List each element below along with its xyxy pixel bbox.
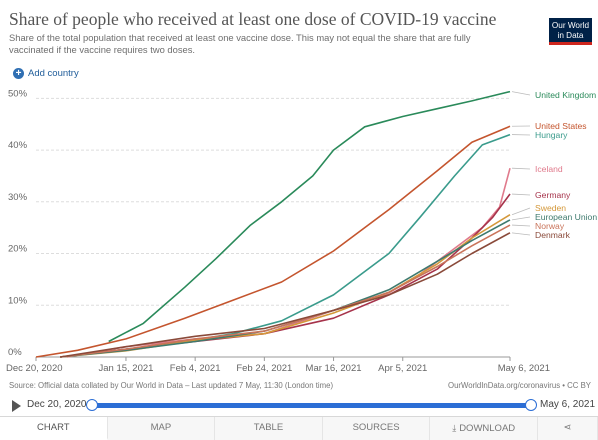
series-label: European Union [535, 212, 597, 222]
share-button[interactable]: ⋖ [538, 417, 598, 440]
timeline-start-handle[interactable] [86, 399, 98, 411]
series-label: United States [535, 121, 587, 131]
y-tick-label: 20% [8, 244, 28, 255]
x-tick-label: May 6, 2021 [498, 363, 550, 374]
timeline-start-label: Dec 20, 2020 [27, 399, 87, 410]
y-tick-label: 50% [8, 88, 28, 99]
plus-icon: + [13, 68, 24, 79]
y-tick-label: 0% [8, 347, 22, 358]
label-connector [511, 193, 531, 196]
play-icon[interactable] [12, 400, 21, 412]
series-line [60, 232, 511, 358]
series-line [60, 219, 511, 358]
y-tick-label: 10% [8, 295, 28, 306]
x-tick-label: Feb 4, 2021 [170, 363, 221, 374]
line-chart: 0% 10% 20% 30% 40% 50% Dec 20, 2020 Jan 15, 202… [6, 88, 597, 374]
logo-line-2: in Data [557, 31, 584, 40]
download-label: DOWNLOAD [459, 423, 516, 434]
add-country-button[interactable]: + Add country [13, 68, 79, 79]
series-line [60, 193, 511, 358]
series-label: Germany [535, 190, 571, 200]
tab-bar: CHART MAP TABLE SOURCES ⤓ DOWNLOAD ⋖ [0, 416, 598, 440]
add-country-label: Add country [28, 68, 79, 79]
logo-line-1: Our World [551, 21, 590, 30]
timeline-end-label: May 6, 2021 [540, 399, 596, 410]
series-line [35, 125, 511, 358]
series-label: Denmark [535, 230, 571, 240]
label-connector [511, 167, 531, 170]
x-tick-label: Feb 24, 2021 [236, 363, 292, 374]
series-line [108, 90, 511, 343]
label-connector [511, 224, 531, 227]
tab-map[interactable]: MAP [108, 417, 216, 440]
tab-chart[interactable]: CHART [0, 417, 108, 440]
series-line [60, 214, 511, 358]
label-connector [511, 91, 531, 96]
download-icon: ⤓ [452, 423, 457, 433]
timeline: Dec 20, 2020 May 6, 2021 [0, 396, 598, 416]
series-label: Iceland [535, 164, 563, 174]
series-line [60, 224, 511, 358]
series-label: United Kingdom [535, 90, 596, 100]
y-tick-label: 40% [8, 140, 28, 151]
x-tick-label: Apr 5, 2021 [378, 363, 427, 374]
series-label: Sweden [535, 203, 566, 213]
share-icon: ⋖ [563, 422, 572, 433]
chart-subtitle: Share of the total population that recei… [9, 32, 471, 55]
x-tick-label: Dec 20, 2020 [6, 363, 63, 374]
label-connector [511, 232, 531, 236]
series-label: Norway [535, 221, 565, 231]
chart-title: Share of people who received at least on… [9, 9, 497, 29]
tab-download[interactable]: ⤓ DOWNLOAD [430, 417, 538, 440]
timeline-end-handle[interactable] [525, 399, 537, 411]
label-connector [511, 216, 531, 221]
source-note: Source: Official data collated by Our Wo… [9, 381, 334, 390]
x-tick-label: Mar 16, 2021 [306, 363, 362, 374]
credit-link[interactable]: OurWorldInData.org/coronavirus • CC BY [448, 381, 591, 390]
y-tick-label: 30% [8, 192, 28, 203]
series-label: Hungary [535, 130, 568, 140]
tab-sources[interactable]: SOURCES [323, 417, 431, 440]
owid-logo[interactable]: Our World in Data [549, 18, 592, 45]
tab-table[interactable]: TABLE [215, 417, 323, 440]
x-tick-label: Jan 15, 2021 [98, 363, 153, 374]
label-connector [511, 207, 531, 216]
timeline-track[interactable] [91, 403, 531, 408]
